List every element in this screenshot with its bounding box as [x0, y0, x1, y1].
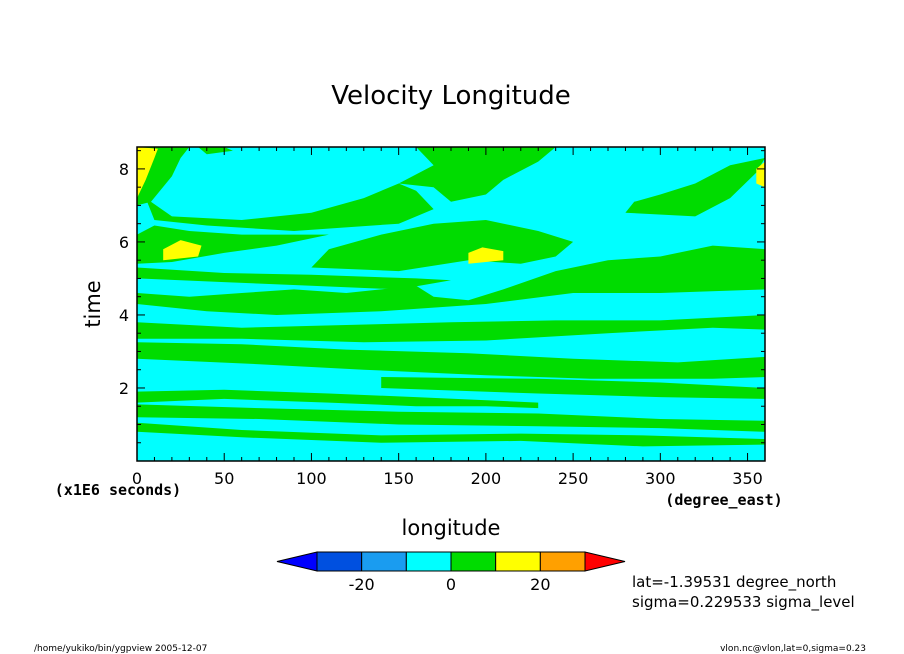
- y-axis-units: (x1E6 seconds): [55, 481, 181, 499]
- y-tick-label: 8: [119, 160, 129, 179]
- colorbar-tick-label: 20: [530, 575, 550, 594]
- x-axis: 0 50 100 150 200 250 300 350: [132, 147, 766, 488]
- heatmap-region-6: [137, 245, 765, 315]
- colorbar-tick-label: 0: [446, 575, 456, 594]
- x-tick-label: 50: [214, 469, 234, 488]
- footer-file: vlon.nc@vlon,lat=0,sigma=0.23: [720, 644, 866, 654]
- heatmap-region-12: [625, 158, 765, 217]
- colorbar-extend-high: [584, 551, 626, 572]
- y-tick-label: 6: [119, 233, 129, 252]
- chart-title: Velocity Longitude: [331, 81, 571, 111]
- x-tick-label: 0: [132, 469, 142, 488]
- heatmap-region-4: [137, 342, 765, 379]
- colorbar-segment: [361, 551, 407, 572]
- heatmap-region-16: [163, 240, 202, 261]
- colorbar-tick-label: -20: [349, 575, 375, 594]
- sigma-annotation: sigma=0.229533 sigma_level: [632, 593, 855, 612]
- x-tick-label: 300: [645, 469, 676, 488]
- x-tick-label: 200: [471, 469, 502, 488]
- colorbar-segment: [450, 551, 497, 572]
- heatmap-region-18: [756, 161, 765, 188]
- y-tick-label: 2: [119, 379, 129, 398]
- footer-path: /home/yukiko/bin/ygpview 2005-12-07: [34, 644, 207, 654]
- x-axis-label: longitude: [402, 516, 501, 540]
- x-tick-label: 250: [558, 469, 589, 488]
- x-axis-units: (degree_east): [665, 491, 782, 509]
- x-tick-label: 150: [383, 469, 414, 488]
- colorbar-extend-low: [276, 551, 318, 572]
- y-tick-label: 4: [119, 306, 129, 325]
- heatmap-region-10: [145, 183, 434, 231]
- lat-annotation: lat=-1.39531 degree_north: [632, 573, 836, 592]
- colorbar-segment: [405, 551, 452, 572]
- heatmap-region-3: [381, 377, 765, 399]
- heatmap-region-0: [137, 422, 765, 447]
- heatmap-region-17: [468, 247, 504, 264]
- y-axis: 2 4 6 8: [119, 150, 765, 444]
- heatmap-region-7: [137, 267, 451, 290]
- heatmap-region-5: [137, 315, 765, 343]
- heatmap-region-9: [311, 220, 574, 272]
- colorbar-segment: [539, 551, 586, 572]
- colorbar-segment: [495, 551, 541, 572]
- heatmap-region-1: [137, 404, 765, 432]
- colorbar: -20 0 20: [276, 551, 626, 594]
- heatmap-region-11: [398, 147, 556, 202]
- y-axis-label: time: [81, 280, 105, 327]
- heatmap-region-2: [137, 389, 539, 409]
- plot-area: [137, 147, 765, 461]
- colorbar-segment: [316, 551, 363, 572]
- x-tick-label: 350: [732, 469, 763, 488]
- x-tick-label: 100: [296, 469, 327, 488]
- heatmap-region-15: [137, 147, 158, 199]
